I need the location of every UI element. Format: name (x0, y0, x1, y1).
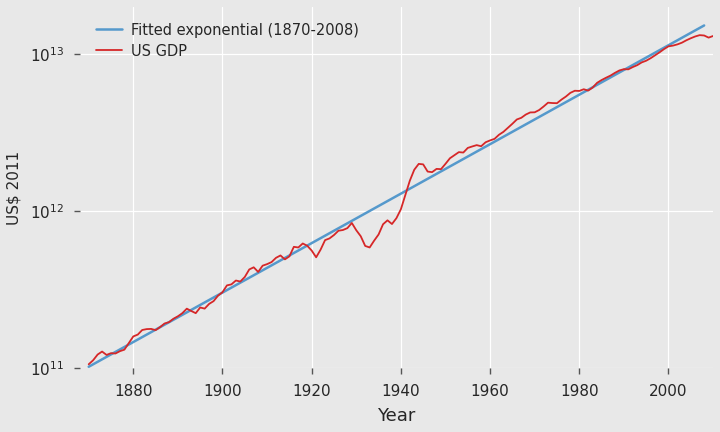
US GDP (289, 244, 298, 249)
Fitted exponential (1870-2008) (685, 31, 693, 36)
Fitted exponential (1870-2008) (451, 161, 459, 166)
Line: US GDP: US GDP (89, 35, 713, 364)
US GDP (708, 33, 717, 38)
US GDP (696, 32, 704, 38)
X-axis label: Year: Year (377, 407, 415, 425)
Y-axis label: US$ 2011: US$ 2011 (7, 151, 22, 225)
Fitted exponential (1870-2008) (700, 23, 708, 28)
Fitted exponential (1870-2008) (418, 180, 426, 185)
US GDP (615, 68, 624, 73)
Legend: Fitted exponential (1870-2008), US GDP: Fitted exponential (1870-2008), US GDP (87, 14, 367, 67)
US GDP (89, 358, 97, 363)
Fitted exponential (1870-2008) (589, 84, 598, 89)
Fitted exponential (1870-2008) (84, 364, 93, 369)
US GDP (678, 40, 686, 45)
US GDP (629, 64, 637, 70)
Fitted exponential (1870-2008) (380, 200, 389, 205)
US GDP (84, 362, 93, 367)
Line: Fitted exponential (1870-2008): Fitted exponential (1870-2008) (89, 25, 704, 367)
US GDP (120, 347, 129, 352)
Fitted exponential (1870-2008) (377, 202, 385, 207)
